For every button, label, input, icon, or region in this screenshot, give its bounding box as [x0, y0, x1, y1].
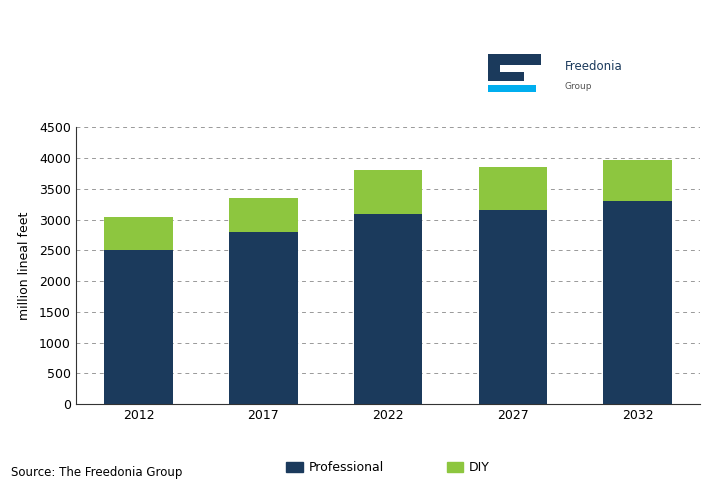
Bar — [604, 160, 672, 201]
Bar — [604, 201, 672, 404]
Bar — [479, 211, 547, 404]
Bar — [104, 250, 173, 404]
Text: Source: The Freedonia Group: Source: The Freedonia Group — [11, 466, 182, 479]
Bar — [354, 214, 422, 404]
Bar — [488, 54, 541, 65]
Bar — [229, 198, 297, 232]
Bar — [354, 171, 422, 214]
Text: Figure 3-7.: Figure 3-7. — [11, 12, 93, 25]
Bar — [488, 85, 536, 92]
Text: (million lineal feet): (million lineal feet) — [11, 78, 155, 91]
Y-axis label: million lineal feet: million lineal feet — [18, 212, 31, 320]
Text: Freedonia: Freedonia — [565, 60, 622, 73]
Bar — [488, 54, 500, 80]
Bar — [488, 72, 524, 80]
Text: Group: Group — [565, 82, 592, 91]
Text: 2012, 2017, 2022, 2027, & 2032: 2012, 2017, 2022, 2027, & 2032 — [11, 55, 249, 68]
Bar — [479, 168, 547, 211]
Legend: Professional, DIY: Professional, DIY — [282, 456, 495, 479]
Bar — [104, 217, 173, 250]
Bar — [229, 232, 297, 404]
Text: Decking Demand by Installer,: Decking Demand by Installer, — [11, 32, 230, 45]
